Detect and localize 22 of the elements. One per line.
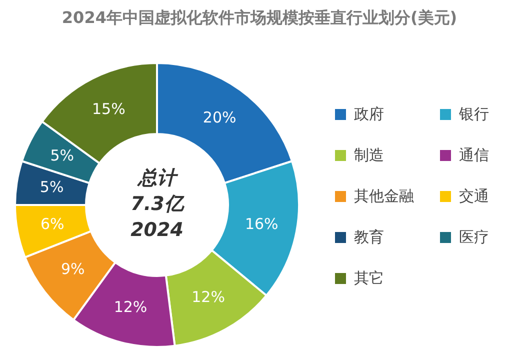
legend-label: 交通 xyxy=(459,187,489,206)
legend-label: 医疗 xyxy=(459,228,489,247)
text: 总计 xyxy=(136,166,179,189)
legend-label: 银行 xyxy=(459,105,489,124)
data-label: 15% xyxy=(92,100,126,118)
data-label: 9% xyxy=(60,260,85,278)
legend-label: 制造 xyxy=(354,146,384,165)
legend-label: 通信 xyxy=(459,146,489,165)
text: 7.3亿 xyxy=(130,192,186,215)
legend-label: 其他金融 xyxy=(354,187,414,206)
data-label: 5% xyxy=(50,146,74,165)
text: 2024 xyxy=(130,218,184,241)
legend-label: 教育 xyxy=(354,228,384,247)
legend-label: 政府 xyxy=(354,105,384,124)
chart-title: 2024年中国虚拟化软件市场规模按垂直行业划分(美元) xyxy=(60,8,458,29)
data-label: 12% xyxy=(192,288,225,306)
data-label: 20% xyxy=(202,108,236,127)
legend-label: 其它 xyxy=(354,269,384,288)
data-label: 12% xyxy=(114,298,148,316)
data-label: 16% xyxy=(244,214,278,233)
data-label: 5% xyxy=(40,178,64,196)
data-label: 6% xyxy=(40,214,64,233)
